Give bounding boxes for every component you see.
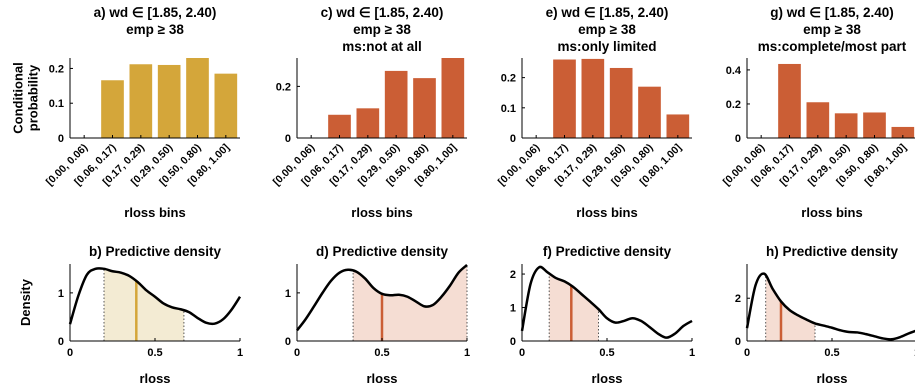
density-curve <box>68 267 242 326</box>
density-curve <box>745 272 915 341</box>
panel-f-title-line: f) Predictive density <box>543 244 672 259</box>
credible-interval-fill <box>549 273 599 341</box>
panel-h: h) Predictive density 0 2 0 0.5 1 rloss <box>735 244 915 386</box>
bar <box>356 108 380 138</box>
panel-c-title-line: c) wd ∈ [1.85, 2.40) <box>321 5 444 20</box>
bar <box>214 73 238 138</box>
x-axis-label: rloss bins <box>124 205 185 220</box>
bar <box>666 114 690 138</box>
y-tick-label: 1 <box>510 303 516 315</box>
panel-a-title-line: emp ≥ 38 <box>126 22 184 37</box>
x-tick-label: 1 <box>464 347 470 359</box>
bar <box>328 114 351 138</box>
x-tick-label: 0.5 <box>147 347 162 359</box>
bar <box>638 86 661 138</box>
y-tick-label: 0.1 <box>49 98 64 110</box>
panel-e-title-line: e) wd ∈ [1.85, 2.40) <box>546 5 669 20</box>
x-axis-label: rloss bins <box>351 205 412 220</box>
panel-d-title-line: d) Predictive density <box>316 244 449 259</box>
bar <box>806 102 830 138</box>
y-tick-label: 0 <box>285 336 291 348</box>
x-tick-label: 0 <box>519 347 525 359</box>
panel-c: c) wd ∈ [1.85, 2.40) emp ≥ 38 ms:not at al… <box>271 5 467 220</box>
bar <box>609 67 633 138</box>
y-tick-label: 0 <box>510 133 516 145</box>
panel-g-title-line: emp ≥ 38 <box>803 22 861 37</box>
bar <box>157 64 181 138</box>
panel-e-title-line: emp ≥ 38 <box>578 22 636 37</box>
bar <box>778 63 801 139</box>
bar <box>834 113 858 138</box>
credible-interval-fill <box>353 264 467 341</box>
x-axis-label: rloss <box>591 371 622 386</box>
panel-e: e) wd ∈ [1.85, 2.40) emp ≥ 38 ms:only limi… <box>496 5 692 220</box>
panel-b: b) Predictive density Density 0 1 0 0.5 1 rloss <box>18 244 243 386</box>
panel-g: g) wd ∈ [1.85, 2.40) emp ≥ 38 ms:complete/… <box>721 5 915 220</box>
density-curve <box>296 264 468 332</box>
bar <box>441 58 465 138</box>
y-tick-label: 0.2 <box>726 99 741 111</box>
y-tick-label: 0 <box>735 133 741 145</box>
x-tick-label: 0.5 <box>824 347 839 359</box>
x-tick-label: 0 <box>67 347 73 359</box>
panel-c-title-line: emp ≥ 38 <box>353 22 411 37</box>
x-axis-label: rloss <box>366 371 397 386</box>
x-tick-label: 1 <box>237 347 243 359</box>
panel-f: f) Predictive density 0 1 2 0 0.5 1 rloss <box>510 244 695 386</box>
y-tick-label: 0 <box>735 336 741 348</box>
y-tick-label: 0 <box>58 336 64 348</box>
bar <box>186 58 209 138</box>
panel-a-title-line: a) wd ∈ [1.85, 2.40) <box>94 5 217 20</box>
credible-interval-fill <box>104 268 184 341</box>
y-tick-label: 0 <box>510 336 516 348</box>
y-tick-label: 2 <box>510 269 516 281</box>
x-tick-label: 1 <box>914 347 915 359</box>
x-tick-label: 1 <box>689 347 695 359</box>
x-axis-label: rloss bins <box>576 205 637 220</box>
y-tick-label: 1 <box>285 288 291 300</box>
bar <box>863 112 886 138</box>
panel-b-ylabel: Density <box>18 278 33 326</box>
x-tick-label: 0 <box>744 347 750 359</box>
bar <box>891 126 915 138</box>
panel-c-title-line: ms:not at all <box>342 39 422 54</box>
x-axis-label: rloss <box>816 371 847 386</box>
bar <box>553 59 576 139</box>
bar <box>384 70 408 138</box>
density-curve <box>520 265 693 339</box>
x-axis-label: rloss bins <box>801 205 862 220</box>
y-tick-label: 2 <box>735 293 741 305</box>
y-tick-label: 0 <box>58 133 64 145</box>
panel-h-title-line: h) Predictive density <box>766 244 899 259</box>
bar <box>581 58 605 139</box>
panel-g-title-line: g) wd ∈ [1.85, 2.40) <box>770 5 894 20</box>
bar <box>129 64 153 138</box>
panel-g-title-line: ms:complete/most part <box>758 39 907 54</box>
x-axis-label: rloss <box>139 371 170 386</box>
credible-interval-fill <box>765 276 815 341</box>
y-tick-label: 0.4 <box>726 65 742 77</box>
bar <box>101 80 124 138</box>
panel-e-title-line: ms:only limited <box>557 39 656 54</box>
panel-a: a) wd ∈ [1.85, 2.40) emp ≥ 38 Conditional p… <box>11 5 240 220</box>
y-tick-label: 1 <box>58 288 64 300</box>
x-tick-label: 0.5 <box>374 347 389 359</box>
bar <box>413 78 436 138</box>
y-tick-label: 0.1 <box>501 103 516 115</box>
panel-a-ylabel: Conditional <box>11 62 26 134</box>
panel-d: d) Predictive density 0 1 0 0.5 1 rloss <box>285 244 470 386</box>
x-tick-label: 0.5 <box>599 347 614 359</box>
y-tick-label: 0.2 <box>49 63 64 75</box>
y-tick-label: 0 <box>285 133 291 145</box>
y-tick-label: 0.2 <box>501 73 516 85</box>
x-tick-label: 0 <box>294 347 300 359</box>
panel-a-ylabel: probability <box>26 64 41 131</box>
panel-b-title-line: b) Predictive density <box>89 244 222 259</box>
y-tick-label: 0.2 <box>276 81 291 93</box>
